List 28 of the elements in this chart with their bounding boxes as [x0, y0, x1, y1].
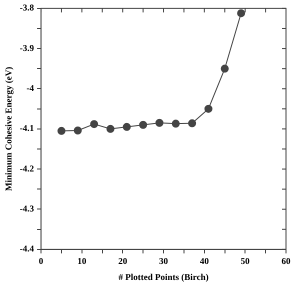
x-tick-label: 60	[282, 256, 291, 266]
y-tick-label: -3.8	[20, 2, 35, 13]
point	[57, 126, 66, 135]
point	[172, 120, 180, 128]
y-tick-label: -3.9	[20, 42, 35, 53]
x-tick-label: 20	[118, 256, 128, 266]
point	[139, 120, 148, 129]
y-tick-label: -4.3	[20, 204, 35, 214]
x-tick-label: 0	[38, 256, 44, 266]
y-tick-label: -4.2	[20, 163, 35, 174]
y-tick-label: -4.1	[20, 123, 35, 134]
point	[106, 124, 114, 133]
point	[90, 120, 98, 128]
point	[204, 104, 212, 113]
y-tick-label: -4.4	[20, 244, 35, 254]
point	[155, 118, 164, 127]
x-axis-title: # Plotted Points (Birch)	[118, 272, 209, 282]
point	[237, 9, 246, 18]
point	[74, 126, 82, 135]
x-tick-label: 50	[240, 256, 250, 266]
x-tick-label: 40	[200, 256, 210, 266]
y-tick-label: -4	[26, 83, 35, 94]
y-axis-title: Minimum Cohesive Energy (eV)	[4, 66, 14, 192]
point	[188, 119, 196, 128]
x-tick-label: 10	[77, 256, 87, 266]
point	[220, 64, 229, 73]
x-tick-label: 30	[159, 256, 169, 266]
point	[122, 122, 131, 131]
